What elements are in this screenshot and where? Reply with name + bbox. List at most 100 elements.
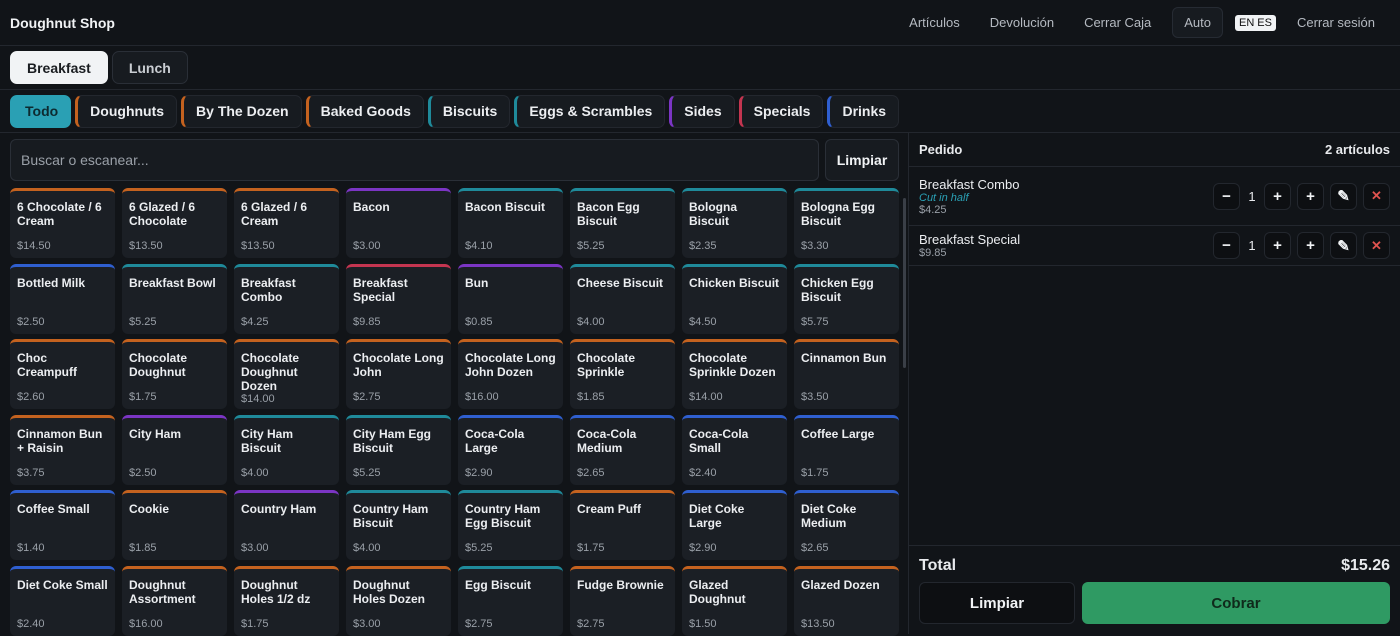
product-card[interactable]: Breakfast Special $9.85 [346, 263, 451, 334]
category-tab-todo[interactable]: Todo [10, 94, 72, 128]
plus-icon[interactable]: + [1264, 232, 1291, 259]
order-line-price: $9.85 [919, 247, 947, 259]
remove-icon[interactable]: ✕ [1363, 232, 1390, 259]
product-card[interactable]: Diet Coke Medium $2.65 [794, 490, 899, 560]
top-bar: Doughnut Shop Artículos Devolución Cerra… [0, 0, 1400, 46]
product-card[interactable]: Bacon Egg Biscuit $5.25 [570, 188, 675, 258]
product-card[interactable]: Cookie $1.85 [122, 490, 227, 560]
product-card[interactable]: Country Ham Biscuit $4.00 [346, 490, 451, 560]
nav-cerrar-caja[interactable]: Cerrar Caja [1084, 15, 1152, 30]
product-card[interactable]: Country Ham $3.00 [234, 490, 339, 560]
menu-tab-lunch[interactable]: Lunch [111, 51, 188, 84]
product-scrollbar[interactable] [903, 198, 906, 368]
category-tab-eggs-scrambles[interactable]: Eggs & Scrambles [514, 94, 666, 128]
auto-button[interactable]: Auto [1172, 7, 1223, 38]
product-name: Chocolate Long John [353, 351, 444, 379]
category-tab-drinks[interactable]: Drinks [827, 94, 900, 128]
product-card[interactable]: City Ham Egg Biscuit $5.25 [346, 414, 451, 485]
product-card[interactable]: Coffee Large $1.75 [794, 414, 899, 485]
product-card[interactable]: Bun $0.85 [458, 263, 563, 334]
product-card[interactable]: Doughnut Holes Dozen $3.00 [346, 565, 451, 636]
remove-icon[interactable]: ✕ [1363, 182, 1390, 210]
category-tab-by-the-dozen[interactable]: By The Dozen [181, 94, 302, 128]
product-card[interactable]: Coffee Small $1.40 [10, 490, 115, 560]
product-price: $1.85 [129, 542, 157, 554]
product-card[interactable]: Doughnut Assortment $16.00 [122, 565, 227, 636]
minus-icon[interactable]: − [1213, 232, 1240, 259]
order-line-controls: −1 + + ✎ ✕ [1213, 232, 1390, 259]
category-tab-baked-goods[interactable]: Baked Goods [305, 94, 424, 128]
clear-order-button[interactable]: Limpiar [919, 582, 1075, 624]
product-card[interactable]: 6 Glazed / 6 Cream $13.50 [234, 188, 339, 258]
product-card[interactable]: Breakfast Bowl $5.25 [122, 263, 227, 334]
product-card[interactable]: Chicken Egg Biscuit $5.75 [794, 263, 899, 334]
category-tab-sides[interactable]: Sides [669, 94, 735, 128]
category-tab-doughnuts[interactable]: Doughnuts [75, 94, 178, 128]
nav-articulos[interactable]: Artículos [909, 15, 960, 30]
product-card[interactable]: Glazed Doughnut $1.50 [682, 565, 787, 636]
product-card[interactable]: Fudge Brownie $2.75 [570, 565, 675, 636]
product-card[interactable]: Diet Coke Small $2.40 [10, 565, 115, 636]
product-name: Doughnut Holes 1/2 dz [241, 577, 311, 606]
product-name: City Ham Egg Biscuit [353, 426, 432, 455]
product-card[interactable]: Bacon $3.00 [346, 188, 451, 258]
product-card[interactable]: Choc Creampuff $2.60 [10, 339, 115, 409]
product-price: $4.00 [353, 542, 381, 554]
pencil-icon[interactable]: ✎ [1330, 182, 1357, 210]
brand-title: Doughnut Shop [10, 14, 115, 31]
product-card[interactable]: Doughnut Holes 1/2 dz $1.75 [234, 565, 339, 636]
product-card[interactable]: Bologna Biscuit $2.35 [682, 188, 787, 258]
product-card[interactable]: Chocolate Doughnut $1.75 [122, 339, 227, 409]
product-card[interactable]: Bacon Biscuit $4.10 [458, 188, 563, 258]
product-card[interactable]: 6 Chocolate / 6 Cream $14.50 [10, 188, 115, 258]
lang-en[interactable]: EN [1239, 16, 1255, 29]
product-card[interactable]: City Ham $2.50 [122, 414, 227, 485]
product-card[interactable]: City Ham Biscuit $4.00 [234, 414, 339, 485]
plus-icon[interactable]: + [1264, 182, 1291, 210]
product-card[interactable]: 6 Glazed / 6 Chocolate $13.50 [122, 188, 227, 258]
search-input[interactable] [10, 139, 819, 181]
product-price: $3.50 [801, 391, 829, 403]
product-price: $3.00 [241, 542, 269, 554]
clear-search-button[interactable]: Limpiar [825, 139, 899, 181]
product-price: $5.25 [465, 542, 493, 554]
product-card[interactable]: Chocolate Sprinkle $1.85 [570, 339, 675, 409]
product-card[interactable]: Egg Biscuit $2.75 [458, 565, 563, 636]
product-card[interactable]: Cinnamon Bun $3.50 [794, 339, 899, 409]
add-modifier-icon[interactable]: + [1297, 232, 1324, 259]
pencil-icon[interactable]: ✎ [1330, 232, 1357, 259]
product-card[interactable]: Cream Puff $1.75 [570, 490, 675, 560]
menu-tab-breakfast[interactable]: Breakfast [10, 51, 108, 84]
product-card[interactable]: Chicken Biscuit $4.50 [682, 263, 787, 334]
footer-buttons: Limpiar Cobrar [919, 582, 1390, 624]
add-modifier-icon[interactable]: + [1297, 182, 1324, 210]
product-card[interactable]: Coca-Cola Medium $2.65 [570, 414, 675, 485]
category-tab-specials[interactable]: Specials [738, 94, 824, 128]
quantity-value: 1 [1248, 188, 1256, 204]
product-card[interactable]: Coca-Cola Large $2.90 [458, 414, 563, 485]
product-card[interactable]: Cinnamon Bun + Raisin $3.75 [10, 414, 115, 485]
product-card[interactable]: Bologna Egg Biscuit $3.30 [794, 188, 899, 258]
product-card[interactable]: Chocolate Long John $2.75 [346, 339, 451, 409]
lang-es[interactable]: ES [1257, 16, 1272, 29]
logout-link[interactable]: Cerrar sesión [1296, 15, 1375, 30]
product-card[interactable]: Chocolate Sprinkle Dozen $14.00 [682, 339, 787, 409]
product-card[interactable]: Breakfast Combo $4.25 [234, 263, 339, 334]
product-card[interactable]: Cheese Biscuit $4.00 [570, 263, 675, 334]
product-card[interactable]: Chocolate Long John Dozen $16.00 [458, 339, 563, 409]
total-row: Total $15.26 [919, 554, 1390, 578]
product-card[interactable]: Glazed Dozen $13.50 [794, 565, 899, 636]
charge-button[interactable]: Cobrar [1082, 582, 1390, 624]
product-card[interactable]: Country Ham Egg Biscuit $5.25 [458, 490, 563, 560]
product-card[interactable]: Diet Coke Large $2.90 [682, 490, 787, 560]
category-tab-biscuits[interactable]: Biscuits [427, 94, 511, 128]
product-name: Chocolate Doughnut [129, 351, 188, 379]
minus-icon[interactable]: − [1213, 182, 1240, 210]
product-name: Coffee Large [801, 426, 875, 441]
product-card[interactable]: Chocolate Doughnut Dozen $14.00 [234, 339, 339, 409]
product-name: Country Ham [241, 502, 317, 516]
product-card[interactable]: Coca-Cola Small $2.40 [682, 414, 787, 485]
nav-devolucion[interactable]: Devolución [989, 15, 1055, 30]
product-card[interactable]: Bottled Milk $2.50 [10, 263, 115, 334]
product-price: $1.40 [17, 542, 45, 554]
